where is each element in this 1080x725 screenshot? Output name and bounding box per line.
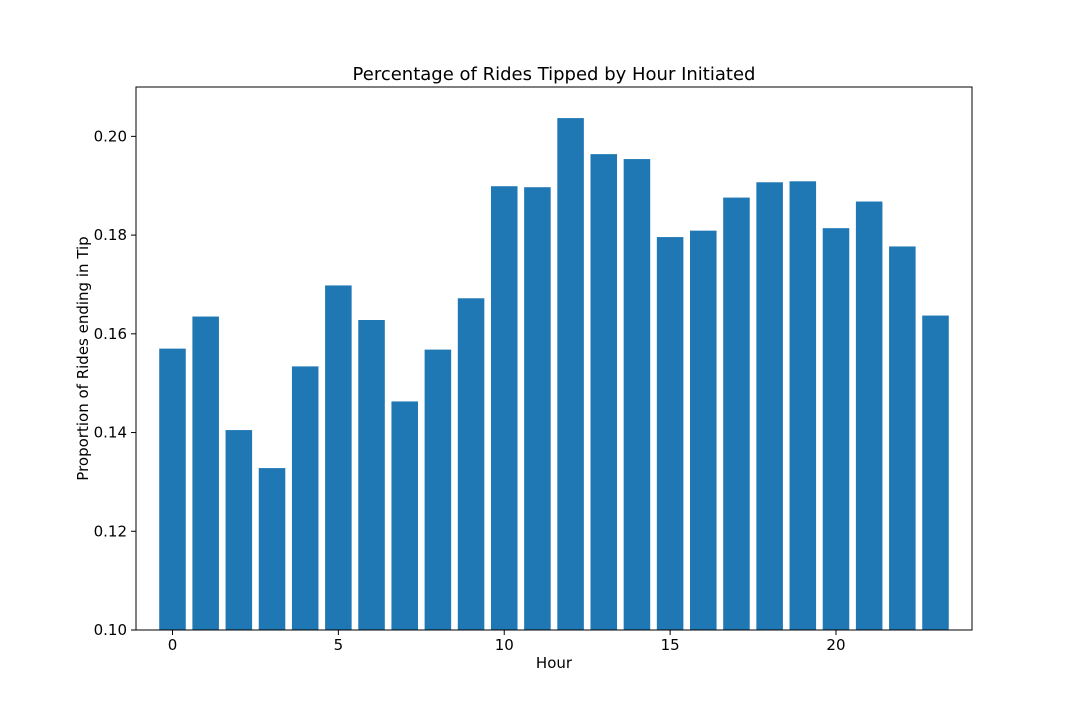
y-tick-label: 0.14 bbox=[94, 424, 127, 442]
bars-group bbox=[159, 118, 949, 631]
plot-area-frame bbox=[135, 86, 973, 631]
bar-hour-7 bbox=[391, 401, 418, 630]
bar-hour-19 bbox=[789, 181, 817, 630]
y-tick-label: 0.18 bbox=[94, 226, 127, 244]
bar-hour-8 bbox=[424, 349, 452, 630]
chart-title: Percentage of Rides Tipped by Hour Initi… bbox=[353, 64, 756, 85]
bar-hour-9 bbox=[457, 298, 485, 630]
y-tick-label: 0.20 bbox=[94, 127, 127, 145]
bar-hour-3 bbox=[258, 468, 286, 630]
x-tick-label: 15 bbox=[661, 636, 680, 654]
x-axis: 0 5 10 15 20 bbox=[168, 630, 846, 654]
y-tick-label: 0.12 bbox=[94, 522, 127, 540]
y-axis-label: Proportion of Rides ending in Tip bbox=[74, 236, 92, 480]
bar-hour-14 bbox=[623, 159, 651, 630]
bar-hour-21 bbox=[855, 201, 883, 631]
y-tick-label: 0.10 bbox=[94, 621, 127, 639]
bar-hour-13 bbox=[590, 154, 618, 630]
bar-hour-2 bbox=[225, 430, 253, 630]
bar-hour-5 bbox=[325, 285, 352, 630]
bar-hour-6 bbox=[358, 319, 385, 630]
bar-hour-22 bbox=[889, 246, 916, 630]
x-tick-label: 10 bbox=[495, 636, 514, 654]
bar-hour-10 bbox=[490, 186, 518, 631]
x-tick-label: 0 bbox=[168, 636, 178, 654]
bar-hour-15 bbox=[656, 237, 684, 630]
bar-hour-20 bbox=[822, 228, 850, 630]
bar-hour-16 bbox=[690, 230, 717, 630]
x-tick-label: 5 bbox=[334, 636, 344, 654]
bar-hour-12 bbox=[557, 118, 584, 630]
bar-hour-17 bbox=[723, 197, 750, 631]
bar-hour-11 bbox=[524, 187, 551, 630]
bar-hour-0 bbox=[159, 348, 186, 630]
x-tick-label: 20 bbox=[826, 636, 845, 654]
bar-hour-1 bbox=[192, 316, 219, 630]
bar-hour-18 bbox=[756, 182, 783, 630]
bar-hour-23 bbox=[922, 315, 949, 630]
bar-hour-4 bbox=[291, 366, 319, 630]
y-axis: 0.10 0.12 0.14 0.16 0.18 0.20 bbox=[94, 127, 136, 639]
y-tick-label: 0.16 bbox=[94, 325, 127, 343]
x-axis-label: Hour bbox=[536, 654, 573, 672]
